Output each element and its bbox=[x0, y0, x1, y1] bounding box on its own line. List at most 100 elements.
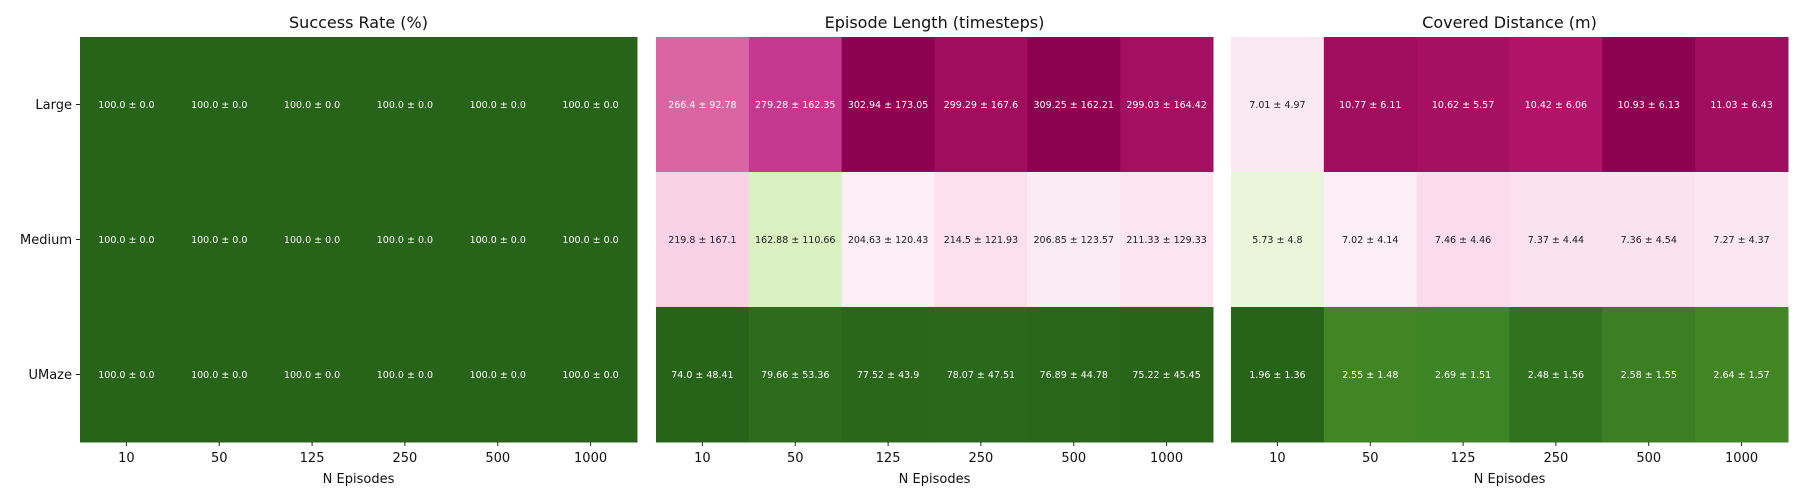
x-tick-label: 10 bbox=[1269, 451, 1286, 466]
heatmap-cell bbox=[265, 172, 359, 308]
cell-label: 11.03 ± 6.43 bbox=[1710, 100, 1772, 111]
x-axis-label: N Episodes bbox=[323, 472, 395, 487]
cell-label: 100.0 ± 0.0 bbox=[284, 235, 340, 246]
heatmap-cell bbox=[1416, 37, 1510, 173]
heatmap-cell bbox=[1120, 307, 1214, 443]
x-tick-label: 500 bbox=[1636, 451, 1661, 466]
cell-label: 100.0 ± 0.0 bbox=[98, 370, 154, 381]
cell-label: 2.58 ± 1.55 bbox=[1621, 370, 1677, 381]
y-tick-label: UMaze bbox=[28, 368, 72, 383]
heatmap-cell bbox=[934, 307, 1028, 443]
heatmap-cell bbox=[80, 307, 174, 443]
cell-label: 7.37 ± 4.44 bbox=[1528, 235, 1584, 246]
cell-label: 100.0 ± 0.0 bbox=[284, 100, 340, 111]
heatmap-cell bbox=[1695, 307, 1789, 443]
cell-label: 100.0 ± 0.0 bbox=[191, 100, 247, 111]
heatmap-cell bbox=[451, 172, 545, 308]
cell-label: 79.66 ± 53.36 bbox=[761, 370, 829, 381]
cell-label: 214.5 ± 121.93 bbox=[944, 235, 1018, 246]
heatmap-panel-3: Covered Distance (m) 7.01 ± 4.97 10.77 ± 6… bbox=[1231, 13, 1789, 487]
cell-label: 204.63 ± 120.43 bbox=[848, 235, 928, 246]
heatmap-cell bbox=[1416, 307, 1510, 443]
heatmap-cell bbox=[1509, 37, 1603, 173]
cell-label: 74.0 ± 48.41 bbox=[671, 370, 733, 381]
heatmap-cell bbox=[1695, 172, 1789, 308]
cell-label: 5.73 ± 4.8 bbox=[1252, 235, 1302, 246]
x-tick-label: 125 bbox=[1451, 451, 1476, 466]
cell-label: 7.02 ± 4.14 bbox=[1342, 235, 1398, 246]
cell-label: 299.29 ± 167.6 bbox=[944, 100, 1018, 111]
x-tick-label: 1000 bbox=[1725, 451, 1758, 466]
y-tick-label: Large bbox=[35, 98, 72, 113]
cell-label: 100.0 ± 0.0 bbox=[284, 370, 340, 381]
cell-label: 211.33 ± 129.33 bbox=[1126, 235, 1206, 246]
heatmap-cell bbox=[80, 172, 174, 308]
heatmap-cell bbox=[1602, 37, 1696, 173]
cell-label: 266.4 ± 92.78 bbox=[668, 100, 736, 111]
heatmap-cell bbox=[1120, 37, 1214, 173]
cell-label: 100.0 ± 0.0 bbox=[562, 235, 618, 246]
cell-label: 100.0 ± 0.0 bbox=[562, 100, 618, 111]
x-tick-label: 50 bbox=[787, 451, 804, 466]
x-tick-label: 125 bbox=[300, 451, 325, 466]
cell-label: 7.46 ± 4.46 bbox=[1435, 235, 1491, 246]
heatmap-cell bbox=[1027, 172, 1121, 308]
x-tick-label: 1000 bbox=[574, 451, 607, 466]
cell-label: 100.0 ± 0.0 bbox=[98, 235, 154, 246]
heatmap-cell bbox=[1027, 307, 1121, 443]
x-tick-label: 250 bbox=[969, 451, 994, 466]
heatmap-cell bbox=[841, 37, 935, 173]
cell-label: 206.85 ± 123.57 bbox=[1034, 235, 1114, 246]
heatmap-cell bbox=[1120, 172, 1214, 308]
x-axis-label: N Episodes bbox=[899, 472, 971, 487]
cell-label: 219.8 ± 167.1 bbox=[668, 235, 736, 246]
y-tick-label: Medium bbox=[20, 233, 72, 248]
heatmap-cell bbox=[172, 307, 267, 443]
x-tick-label: 500 bbox=[1061, 451, 1086, 466]
heatmap-cell bbox=[841, 172, 935, 308]
x-tick-label: 1000 bbox=[1150, 451, 1183, 466]
cell-label: 100.0 ± 0.0 bbox=[98, 100, 154, 111]
cell-label: 100.0 ± 0.0 bbox=[377, 235, 433, 246]
heatmap-cell bbox=[1602, 307, 1696, 443]
cell-label: 10.62 ± 5.57 bbox=[1432, 100, 1494, 111]
heatmap-cell bbox=[451, 37, 545, 173]
cell-label: 100.0 ± 0.0 bbox=[377, 370, 433, 381]
cell-label: 100.0 ± 0.0 bbox=[191, 235, 247, 246]
heatmap-cell bbox=[1416, 172, 1510, 308]
x-tick-label: 10 bbox=[118, 451, 135, 466]
heatmap-cell bbox=[1509, 307, 1603, 443]
cell-label: 100.0 ± 0.0 bbox=[470, 235, 526, 246]
x-tick-label: 50 bbox=[211, 451, 228, 466]
heatmap-cell bbox=[656, 172, 750, 308]
cell-label: 10.42 ± 6.06 bbox=[1525, 100, 1587, 111]
x-tick-label: 10 bbox=[694, 451, 711, 466]
cell-label: 2.69 ± 1.51 bbox=[1435, 370, 1491, 381]
heatmap-cell bbox=[1231, 37, 1325, 173]
cell-label: 75.22 ± 45.45 bbox=[1132, 370, 1200, 381]
heatmap-cell bbox=[544, 37, 638, 173]
heatmap-cell bbox=[656, 37, 750, 173]
heatmap-cell bbox=[1323, 307, 1418, 443]
cell-label: 100.0 ± 0.0 bbox=[562, 370, 618, 381]
heatmap-cell bbox=[841, 307, 935, 443]
heatmap-cell bbox=[748, 172, 843, 308]
cell-label: 77.52 ± 43.9 bbox=[857, 370, 919, 381]
cell-label: 100.0 ± 0.0 bbox=[377, 100, 433, 111]
heatmap-cell bbox=[172, 172, 267, 308]
heatmap-cell bbox=[1695, 37, 1789, 173]
heatmap-cell bbox=[1231, 172, 1325, 308]
x-tick-label: 50 bbox=[1362, 451, 1379, 466]
heatmap-panel-2: Episode Length (timesteps) 266.4 ± 92.78 2… bbox=[656, 13, 1214, 487]
x-tick-label: 250 bbox=[393, 451, 418, 466]
heatmap-cell bbox=[544, 307, 638, 443]
heatmap-cell bbox=[748, 307, 843, 443]
heatmap-cell bbox=[1509, 172, 1603, 308]
cell-label: 100.0 ± 0.0 bbox=[191, 370, 247, 381]
cell-label: 100.0 ± 0.0 bbox=[470, 370, 526, 381]
heatmap-cell bbox=[934, 172, 1028, 308]
cell-label: 76.89 ± 44.78 bbox=[1040, 370, 1108, 381]
x-axis-label: N Episodes bbox=[1474, 472, 1546, 487]
heatmap-cell bbox=[451, 307, 545, 443]
heatmap-cell bbox=[544, 172, 638, 308]
